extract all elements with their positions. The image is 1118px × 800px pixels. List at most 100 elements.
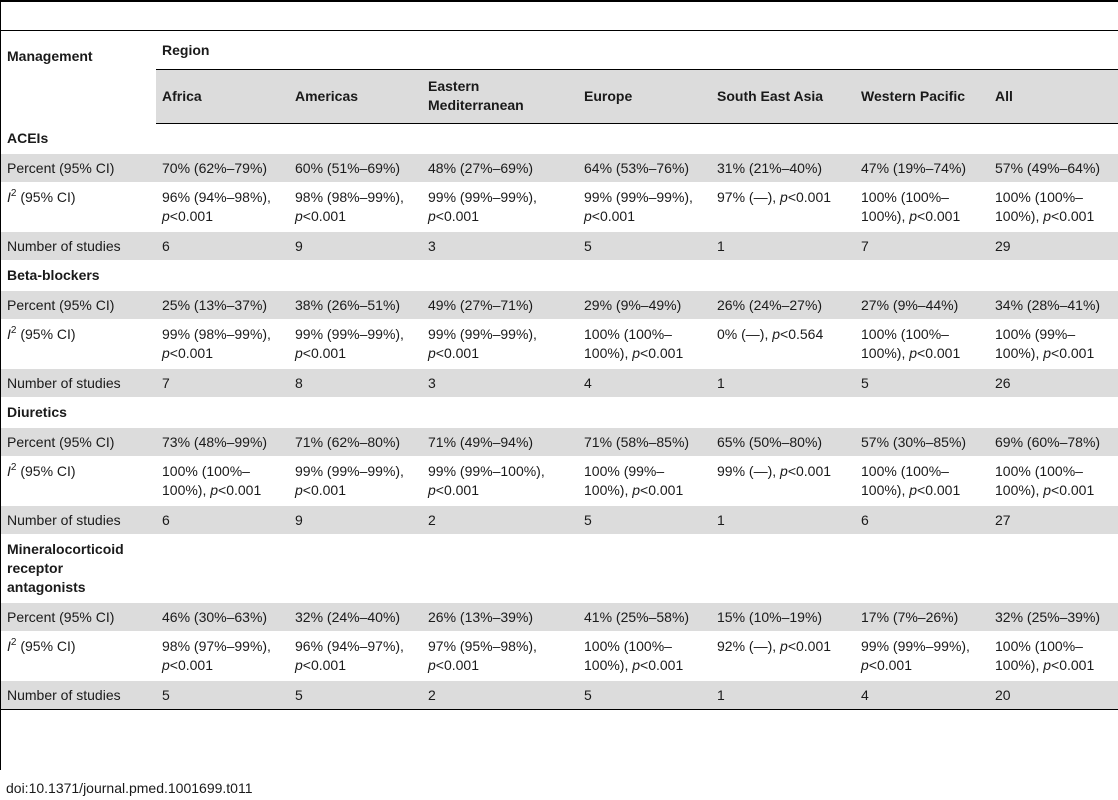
p-symbol: p	[909, 208, 918, 224]
i2-value: 100% (100%–100%),	[861, 189, 949, 224]
i2-value: 99% (—),	[717, 463, 777, 479]
p-symbol: p	[428, 482, 436, 498]
empty-cell	[855, 534, 989, 603]
empty-cell	[289, 397, 422, 428]
p-symbol: p	[1043, 657, 1052, 673]
studies-cell: 3	[422, 232, 578, 260]
p-value: <0.001	[787, 638, 832, 654]
p-value: <0.001	[787, 463, 832, 479]
p-value: <0.001	[917, 345, 961, 361]
p-symbol: p	[295, 345, 303, 361]
percent-cell: 73% (48%–99%)	[156, 428, 289, 456]
p-symbol: p	[632, 657, 641, 673]
column-header: All	[989, 69, 1118, 124]
percent-row: Percent (95% CI) 46% (30%–63%) 32% (24%–40…	[1, 603, 1118, 631]
section-row: Mineralocorticoid receptor antagonists	[1, 534, 1118, 603]
empty-cell	[422, 534, 578, 603]
section-row: Diuretics	[1, 397, 1118, 428]
i2-value: 99% (99%–99%),	[428, 326, 537, 342]
studies-cell: 27	[989, 506, 1118, 534]
i2-value: 100% (99%–100%),	[584, 463, 665, 498]
p-value: <0.001	[435, 345, 480, 361]
p-value: <0.001	[1051, 657, 1095, 673]
i2-value: 96% (94%–98%),	[162, 189, 271, 205]
studies-cell: 9	[289, 506, 422, 534]
studies-cell: 6	[156, 506, 289, 534]
p-symbol: p	[162, 657, 170, 673]
studies-cell: 7	[855, 232, 989, 260]
percent-cell: 27% (9%–44%)	[855, 291, 989, 319]
p-symbol: p	[1043, 482, 1052, 498]
percent-cell: 71% (62%–80%)	[289, 428, 422, 456]
column-header: Europe	[578, 69, 711, 124]
percent-cell: 69% (60%–78%)	[989, 428, 1118, 456]
percent-cell: 71% (49%–94%)	[422, 428, 578, 456]
p-symbol: p	[632, 345, 641, 361]
studies-cell: 6	[156, 232, 289, 260]
p-value: <0.001	[640, 657, 684, 673]
i2-cell: 100% (100%–100%), p<0.001	[989, 182, 1118, 232]
i2-cell: 99% (99%–100%), p<0.001	[422, 456, 578, 506]
row-label: I2 (95% CI)	[1, 631, 156, 681]
empty-cell	[711, 534, 855, 603]
empty-cell	[711, 260, 855, 291]
p-value: <0.001	[917, 208, 961, 224]
i2-symbol: I	[7, 189, 11, 205]
i2-value: 97% (95%–98%),	[428, 638, 537, 654]
studies-cell: 7	[156, 369, 289, 397]
studies-cell: 2	[422, 681, 578, 710]
section-title: Diuretics	[7, 404, 67, 420]
p-symbol: p	[428, 657, 436, 673]
p-value: <0.001	[435, 208, 480, 224]
doi-caption: doi:10.1371/journal.pmed.1001699.t011	[6, 780, 253, 796]
p-value: <0.001	[302, 482, 347, 498]
studies-cell: 5	[578, 681, 711, 710]
p-value: <0.001	[917, 482, 961, 498]
row-label: Percent (95% CI)	[1, 291, 156, 319]
section-title: Beta-blockers	[7, 267, 100, 283]
i2-cell: 99% (—), p<0.001	[711, 456, 855, 506]
p-symbol: p	[780, 189, 788, 205]
empty-cell	[989, 260, 1118, 291]
row-label: Percent (95% CI)	[1, 428, 156, 456]
i2-symbol: I	[7, 463, 11, 479]
i2-cell: 99% (99%–99%), p<0.001	[855, 631, 989, 681]
percent-row: Percent (95% CI) 25% (13%–37%) 38% (26%–51…	[1, 291, 1118, 319]
empty-cell	[578, 123, 711, 154]
percent-cell: 17% (7%–26%)	[855, 603, 989, 631]
p-symbol: p	[632, 482, 641, 498]
superscript-2: 2	[10, 462, 17, 473]
p-symbol: p	[584, 208, 592, 224]
p-value: <0.001	[218, 482, 262, 498]
percent-cell: 46% (30%–63%)	[156, 603, 289, 631]
percent-cell: 15% (10%–19%)	[711, 603, 855, 631]
superscript-2: 2	[10, 188, 17, 199]
header-row-top: Management Region	[1, 31, 1118, 70]
percent-cell: 65% (50%–80%)	[711, 428, 855, 456]
percent-cell: 70% (62%–79%)	[156, 154, 289, 182]
studies-cell: 5	[855, 369, 989, 397]
studies-cell: 1	[711, 369, 855, 397]
column-header: Eastern Mediterranean	[422, 69, 578, 124]
percent-cell: 34% (28%–41%)	[989, 291, 1118, 319]
row-label: I2 (95% CI)	[1, 319, 156, 369]
p-value: <0.001	[435, 657, 480, 673]
i2-value: 100% (100%–100%),	[584, 326, 672, 361]
table-body: ACEIs Percent (95% CI) 70% (62%–79%) 60% (5…	[1, 123, 1118, 710]
i2-row: I2 (95% CI) 99% (98%–99%), p<0.001 99% (99…	[1, 319, 1118, 369]
percent-cell: 64% (53%–76%)	[578, 154, 711, 182]
p-value: <0.001	[169, 208, 214, 224]
i2-cell: 100% (100%–100%), p<0.001	[855, 182, 989, 232]
i2-cell: 99% (99%–99%), p<0.001	[422, 319, 578, 369]
i2-value: 99% (99%–99%),	[861, 638, 970, 654]
empty-cell	[711, 397, 855, 428]
p-symbol: p	[162, 345, 170, 361]
i2-cell: 100% (100%–100%), p<0.001	[855, 456, 989, 506]
studies-cell: 9	[289, 232, 422, 260]
percent-cell: 41% (25%–58%)	[578, 603, 711, 631]
i2-value: 100% (100%–100%),	[995, 638, 1083, 673]
empty-cell	[578, 260, 711, 291]
p-symbol: p	[428, 345, 436, 361]
i2-cell: 99% (98%–99%), p<0.001	[156, 319, 289, 369]
i2-value: 99% (99%–99%),	[295, 326, 404, 342]
